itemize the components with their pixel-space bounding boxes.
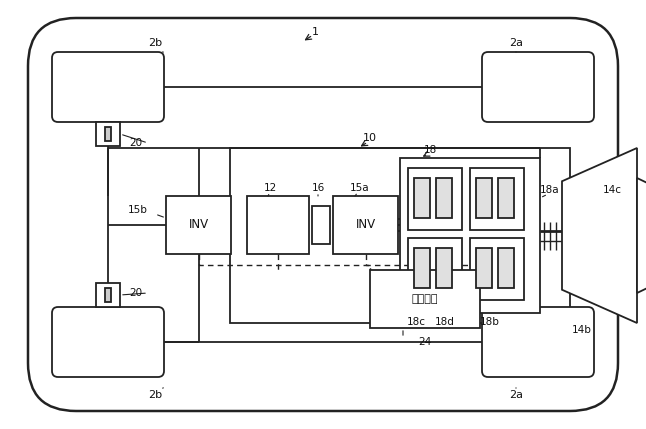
Text: 2b: 2b xyxy=(148,390,162,400)
Bar xyxy=(333,196,398,254)
Text: 18a: 18a xyxy=(540,185,560,195)
Bar xyxy=(414,248,430,288)
Bar xyxy=(470,168,524,230)
Text: 2b: 2b xyxy=(148,38,162,48)
Text: 14b: 14b xyxy=(572,325,592,335)
FancyBboxPatch shape xyxy=(482,52,594,122)
Bar xyxy=(476,248,492,288)
Text: 20: 20 xyxy=(129,138,142,148)
Text: 18c: 18c xyxy=(406,317,426,327)
Polygon shape xyxy=(562,148,637,323)
Bar xyxy=(414,178,430,218)
Text: 2a: 2a xyxy=(509,390,523,400)
Text: INV: INV xyxy=(355,218,375,232)
Text: 15a: 15a xyxy=(350,183,370,193)
Bar xyxy=(470,238,524,300)
FancyBboxPatch shape xyxy=(482,307,594,377)
Bar xyxy=(105,288,111,302)
Text: 14c: 14c xyxy=(603,185,621,195)
Text: 18b: 18b xyxy=(480,317,500,327)
Bar xyxy=(247,196,309,254)
Text: 12: 12 xyxy=(264,183,276,193)
FancyBboxPatch shape xyxy=(28,18,618,411)
Bar xyxy=(408,238,462,300)
FancyBboxPatch shape xyxy=(52,307,164,377)
Text: 1: 1 xyxy=(311,27,318,37)
Text: 16: 16 xyxy=(311,183,325,193)
Text: 20: 20 xyxy=(129,288,142,298)
Bar xyxy=(476,178,492,218)
Bar xyxy=(96,122,120,146)
Text: 18d: 18d xyxy=(435,317,455,327)
FancyBboxPatch shape xyxy=(52,52,164,122)
Bar xyxy=(312,206,330,244)
Bar xyxy=(230,148,570,323)
Bar xyxy=(436,248,452,288)
Bar xyxy=(436,178,452,218)
Text: 10: 10 xyxy=(363,133,377,143)
Text: INV: INV xyxy=(189,218,209,232)
Bar xyxy=(400,158,540,313)
Bar xyxy=(408,168,462,230)
Bar xyxy=(370,270,480,328)
Bar xyxy=(498,178,514,218)
Polygon shape xyxy=(637,178,646,293)
Bar xyxy=(166,196,231,254)
Bar xyxy=(498,248,514,288)
Text: 2a: 2a xyxy=(509,38,523,48)
Text: 15b: 15b xyxy=(128,205,148,215)
Bar xyxy=(96,283,120,307)
Text: 制御装置: 制御装置 xyxy=(412,294,438,304)
Text: 24: 24 xyxy=(419,337,432,347)
Bar xyxy=(105,127,111,141)
Text: 18: 18 xyxy=(423,145,437,155)
